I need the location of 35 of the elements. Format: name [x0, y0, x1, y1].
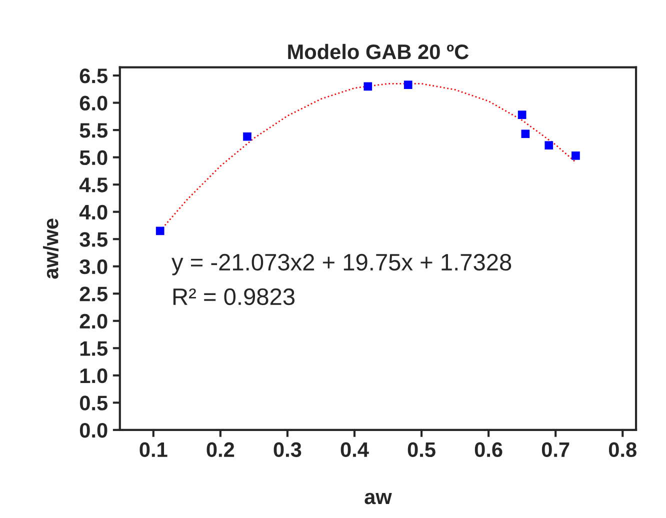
y-tick-label: 2.5 [80, 286, 108, 302]
point [243, 132, 252, 141]
x-tick-label: 0.6 [474, 442, 502, 458]
y-tick-label: 1.5 [80, 341, 108, 356]
y-tick-label: 5.5 [80, 123, 108, 138]
x-tick-label: 0.2 [206, 442, 234, 458]
y-tick-label: 4.5 [79, 178, 108, 192]
annotation: R² = 0.9823 [173, 288, 294, 306]
y-tick-label: 6.0 [80, 96, 108, 111]
x-tick-label: 0.4 [340, 442, 369, 458]
point [364, 82, 372, 91]
chart-title: Modelo GAB 20 ºC [288, 44, 469, 60]
y-tick-label: 3.5 [80, 232, 108, 247]
point [156, 226, 164, 236]
y-tick-label: 0.0 [80, 422, 108, 438]
point [521, 130, 530, 138]
x-tick-label: 0.1 [140, 442, 168, 458]
point [544, 141, 554, 150]
y-axis-title: aw/we [43, 218, 59, 279]
y-tick-label: 1.0 [80, 368, 108, 384]
y-tick-label: 2.0 [80, 314, 108, 329]
annotation: y = -21.073x2 + 19.75x + 1.7328 [172, 254, 512, 276]
x-tick-label: 0.7 [542, 442, 570, 458]
y-tick-label: 6.5 [80, 68, 108, 84]
x-axis-title: aw [364, 492, 392, 504]
point [572, 152, 580, 160]
x-tick-label: 0.3 [274, 442, 302, 458]
y-tick-label: 4.0 [79, 204, 108, 220]
point [518, 110, 526, 119]
point [404, 80, 412, 89]
y-tick-label: 5.0 [80, 150, 108, 166]
y-tick-label: 0.5 [80, 396, 108, 410]
x-tick-label: 0.5 [408, 442, 436, 458]
x-tick-label: 0.8 [608, 442, 636, 458]
y-tick-label: 3.0 [80, 259, 108, 274]
